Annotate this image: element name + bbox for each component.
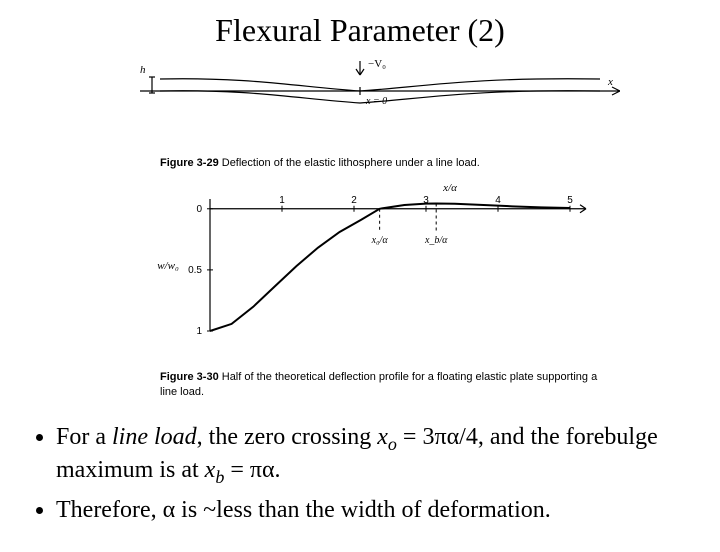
svg-text:x/α: x/α bbox=[442, 182, 457, 194]
svg-text:4: 4 bbox=[495, 195, 501, 206]
fig329-label-h: h bbox=[140, 64, 146, 76]
svg-text:2: 2 bbox=[351, 195, 357, 206]
svg-text:x_b/α: x_b/α bbox=[424, 235, 448, 246]
bullet-2: Therefore, α is ~less than the width of … bbox=[56, 495, 690, 525]
bullet-1-xo-sub: o bbox=[388, 434, 397, 454]
svg-text:0: 0 bbox=[196, 204, 202, 215]
figure-3-29-caption: Figure 3-29 Deflection of the elastic li… bbox=[160, 156, 560, 171]
fig329-label-x: x bbox=[607, 76, 613, 88]
slide-title: Flexural Parameter (2) bbox=[0, 12, 720, 49]
figure-3-29-diagram: h −V₀ x = 0 x bbox=[100, 57, 620, 147]
fig329-label-x0: x = 0 bbox=[365, 96, 387, 107]
figures-region: h −V₀ x = 0 x Figure 3-29 Deflection of … bbox=[100, 57, 620, 400]
fig329-caption-label: Figure 3-29 bbox=[160, 157, 219, 169]
bullet-1-xb-base: x bbox=[205, 457, 216, 483]
bullet-1-xb-sub: b bbox=[215, 467, 224, 487]
bullet-1: For a line load, the zero crossing xo = … bbox=[56, 422, 690, 489]
fig329-caption-text: Deflection of the elastic lithosphere un… bbox=[222, 157, 480, 169]
fig329-label-v0: −V₀ bbox=[368, 58, 386, 70]
svg-text:x₀/α: x₀/α bbox=[371, 235, 389, 246]
bullet-1-pre: For a bbox=[56, 424, 112, 450]
bullet-list: For a line load, the zero crossing xo = … bbox=[30, 422, 690, 531]
figure-3-30-chart: 1234500.51w/w₀x/αx₀/αx_b/α bbox=[100, 181, 620, 361]
svg-text:5: 5 bbox=[567, 195, 573, 206]
svg-text:1: 1 bbox=[279, 195, 285, 206]
fig330-caption-text: Half of the theoretical deflection profi… bbox=[160, 371, 597, 398]
svg-text:0.5: 0.5 bbox=[188, 265, 202, 276]
figure-3-30-caption: Figure 3-30 Half of the theoretical defl… bbox=[160, 370, 600, 400]
svg-text:1: 1 bbox=[196, 326, 202, 337]
bullet-1-ital: line load bbox=[112, 424, 197, 450]
svg-text:w/w₀: w/w₀ bbox=[157, 260, 179, 272]
fig330-caption-label: Figure 3-30 bbox=[160, 371, 219, 383]
bullet-1-mid: , the zero crossing bbox=[197, 424, 378, 450]
bullet-1-xo-base: x bbox=[377, 424, 388, 450]
bullet-1-eq2: = πα. bbox=[224, 457, 280, 483]
